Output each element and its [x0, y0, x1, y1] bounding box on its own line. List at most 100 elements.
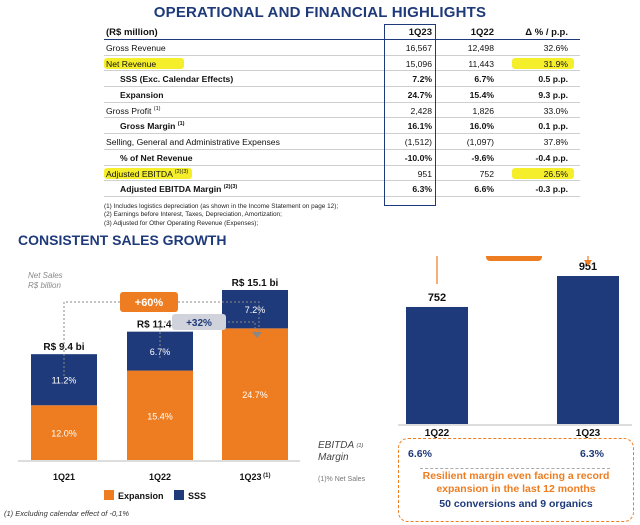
- sss-label: 7.2%: [245, 305, 266, 315]
- value-delta: 33.0%: [543, 105, 568, 116]
- value-delta: -0.3 p.p.: [535, 184, 568, 195]
- table-row: SSS (Exc. Calendar Effects) 7.2% 6.7% 0.5 p…: [104, 71, 580, 88]
- legend-swatch-sss: [174, 490, 184, 500]
- value-1q22: -9.6%: [471, 152, 494, 163]
- 1q23-column-highlight: [384, 24, 436, 206]
- value-delta: 37.8%: [543, 137, 568, 148]
- value-1q23: 16.1%: [407, 121, 432, 132]
- row-label-text: Selling, General and Administrative Expe…: [106, 137, 280, 148]
- margin-1q22: 6.6%: [408, 448, 432, 460]
- table-row: Net Revenue 15,096 11,443 31.9%: [104, 56, 580, 72]
- table-row: Selling, General and Administrative Expe…: [104, 134, 580, 150]
- highlights-table: (R$ million) 1Q23 1Q22 Δ % / p.p. Gross …: [104, 26, 580, 197]
- value-1q22: 15.4%: [469, 90, 494, 101]
- row-label-text: SSS (Exc. Calendar Effects): [120, 74, 234, 85]
- value-1q22: (1,097): [466, 137, 494, 148]
- sss-label: 11.2%: [52, 376, 77, 386]
- value-1q22: 752: [479, 168, 494, 179]
- value-delta: 9.3 p.p.: [538, 90, 568, 101]
- header-delta: Δ % / p.p.: [525, 27, 568, 38]
- x-tick-label: 1Q23 (1): [239, 472, 270, 482]
- table-row: Gross Revenue 16,567 12,498 32.6%: [104, 40, 580, 56]
- row-label-sup: (1): [177, 121, 185, 128]
- legend-swatch-expansion: [104, 490, 114, 500]
- value-1q22: 1,826: [472, 105, 494, 116]
- expansion-bar: [31, 405, 97, 460]
- note-2: (2) Earnings before Interest, Taxes, Dep…: [104, 211, 282, 219]
- highlight-marker: [104, 167, 192, 179]
- table-row: Gross Margin (1) 16.1% 16.0% 0.1 p.p.: [104, 118, 580, 135]
- row-label: Gross Revenue: [106, 43, 166, 53]
- margin-label-text: Margin: [318, 452, 349, 463]
- value-delta: 31.9%: [543, 58, 568, 69]
- row-label: Net Revenue: [106, 59, 156, 69]
- row-label-sup: (2)(3): [174, 168, 189, 175]
- row-label-sup: (2)(3): [223, 184, 238, 191]
- row-label: Gross Profit (1): [106, 106, 161, 116]
- highlight-marker: [512, 167, 574, 179]
- growth-label-32: +32%: [186, 318, 212, 329]
- highlight-marker: [104, 57, 184, 69]
- x-tick-label: 1Q22: [425, 428, 450, 439]
- value-delta: -0.4 p.p.: [535, 152, 568, 163]
- value-1q23: 6.3%: [412, 184, 432, 195]
- row-label: Adjusted EBITDA (2)(3): [106, 169, 188, 179]
- legend-label-expansion: Expansion: [118, 491, 164, 501]
- ebitda-bar: [406, 306, 468, 424]
- callout-line-1: Resilient margin even facing a record: [422, 470, 610, 482]
- legend-label-sss: SSS: [188, 491, 206, 501]
- row-label-text: % of Net Revenue: [120, 152, 193, 163]
- value-delta: 0.5 p.p.: [538, 74, 568, 85]
- expansion-label: 15.4%: [147, 411, 173, 421]
- row-label-text: Adjusted EBITDA: [106, 168, 173, 179]
- table-row: % of Net Revenue -10.0% -9.6% -0.4 p.p.: [104, 150, 580, 166]
- ebitda-value-label: 951: [579, 261, 597, 273]
- sales-section-title: CONSISTENT SALES GROWTH: [18, 232, 227, 248]
- arrow-head: [584, 260, 592, 266]
- value-1q23: 7.2%: [412, 74, 432, 85]
- row-label: Adjusted EBITDA Margin (2)(3): [120, 184, 237, 194]
- unit-label: R$ billion: [28, 281, 61, 290]
- callout-organics: 50 conversions and 9 organics: [439, 498, 593, 510]
- value-1q22: 12,498: [467, 43, 494, 53]
- value-delta: 0.1 p.p.: [538, 121, 568, 132]
- growth-arrow-line: [159, 321, 256, 358]
- ebitda-margin-label: EBITDA (1) Margin: [318, 440, 363, 464]
- row-label: Selling, General and Administrative Expe…: [106, 137, 280, 147]
- table-row: Gross Profit (1) 2,428 1,826 33.0%: [104, 103, 580, 119]
- x-tick-sup: (1): [262, 473, 271, 479]
- row-label-sup: (1): [153, 105, 161, 112]
- value-1q23: 16,567: [405, 43, 432, 53]
- value-1q22: 6.7%: [474, 74, 494, 85]
- row-label: Expansion: [120, 90, 163, 100]
- value-1q22: 11,443: [468, 58, 494, 69]
- ebitda-growth-label: +26%: [500, 256, 529, 257]
- table-row: Adjusted EBITDA Margin (2)(3) 6.3% 6.6% -0.…: [104, 181, 580, 197]
- ebitda-value-label: 752: [428, 292, 446, 304]
- sales-footnote: (1) Excluding calendar effect of -0,1%: [4, 509, 130, 518]
- expansion-label: 12.0%: [51, 429, 77, 439]
- row-label-text: Gross Margin: [120, 121, 176, 132]
- value-1q23: 15,096: [405, 58, 432, 69]
- value-1q22: 6.6%: [474, 184, 494, 195]
- page-title: OPERATIONAL AND FINANCIAL HIGHLIGHTS: [153, 4, 487, 21]
- ebitda-label-text: EBITDA: [318, 440, 354, 451]
- header-unit: (R$ million): [106, 27, 158, 38]
- row-label-text: Adjusted EBITDA Margin: [120, 184, 222, 195]
- value-1q22: 16.0%: [469, 121, 494, 132]
- total-label: R$ 15.1 bi: [232, 278, 279, 289]
- growth-badge-60: [120, 292, 178, 312]
- header-1q23: 1Q23: [408, 27, 432, 38]
- pct-net-sales-note: (1)% Net Sales: [318, 476, 366, 483]
- growth-badge-32: [172, 314, 226, 330]
- ebitda-bar: [557, 276, 619, 424]
- arrow-head: [252, 332, 262, 338]
- sss-bar: [127, 331, 193, 371]
- row-label: Gross Margin (1): [120, 121, 185, 131]
- row-label-text: Gross Revenue: [106, 43, 166, 53]
- table-row: Adjusted EBITDA (2)(3) 951 752 26.5%: [104, 166, 580, 182]
- chart-unit-label: Net Sales R$ billion: [28, 271, 63, 291]
- expansion-bar: [222, 328, 288, 460]
- expansion-label: 24.7%: [242, 390, 268, 400]
